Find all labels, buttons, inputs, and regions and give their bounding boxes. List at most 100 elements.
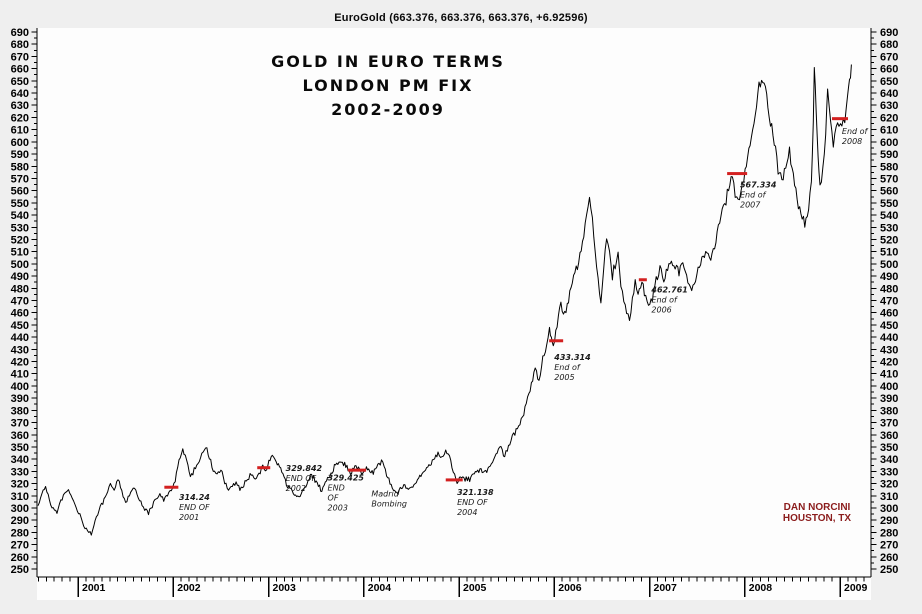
y-tick-label-left: 590 <box>11 149 29 161</box>
y-tick-label-left: 450 <box>11 320 29 332</box>
year-end-marker <box>257 466 271 470</box>
y-tick-label-left: 650 <box>11 76 29 88</box>
y-tick-label-right: 660 <box>880 64 898 76</box>
y-tick-label-left: 430 <box>11 344 29 356</box>
y-tick-label-left: 320 <box>11 479 29 491</box>
year-end-marker <box>445 478 463 482</box>
annotation-text-line: END OF <box>286 474 317 483</box>
y-tick-label-right: 580 <box>880 161 898 173</box>
annotation-text-line: Madrid <box>371 489 399 498</box>
annotation-text-line: End of <box>651 296 678 305</box>
chart-title-line-1: GOLD IN EURO TERMS <box>271 52 505 71</box>
y-tick-label-right: 410 <box>880 369 898 381</box>
y-tick-label-right: 440 <box>880 332 898 344</box>
y-tick-label-right: 560 <box>880 186 898 198</box>
y-tick-label-left: 310 <box>11 491 29 503</box>
y-tick-label-right: 290 <box>880 515 898 527</box>
y-tick-label-right: 590 <box>880 149 898 161</box>
annotation-text-line: 2002 <box>286 484 306 493</box>
plot-area <box>37 28 871 577</box>
y-tick-label-right: 350 <box>880 442 898 454</box>
y-tick-label-left: 360 <box>11 430 29 442</box>
y-tick-label-left: 580 <box>11 161 29 173</box>
y-tick-label-right: 510 <box>880 247 898 259</box>
y-tick-label-right: 490 <box>880 271 898 283</box>
annotation-text-line: END OF <box>457 498 488 507</box>
y-tick-label-left: 410 <box>11 369 29 381</box>
y-tick-label-left: 560 <box>11 186 29 198</box>
year-end-marker <box>832 117 848 121</box>
y-tick-label-right: 270 <box>880 540 898 552</box>
y-tick-label-left: 530 <box>11 222 29 234</box>
y-tick-label-left: 400 <box>11 381 29 393</box>
y-tick-label-left: 620 <box>11 112 29 124</box>
y-tick-label-left: 460 <box>11 308 29 320</box>
y-tick-label-left: 630 <box>11 100 29 112</box>
y-tick-label-right: 300 <box>880 503 898 515</box>
y-tick-label-left: 570 <box>11 173 29 185</box>
y-tick-label-left: 520 <box>11 234 29 246</box>
y-tick-label-right: 540 <box>880 210 898 222</box>
y-tick-label-left: 340 <box>11 454 29 466</box>
y-tick-label-right: 260 <box>880 552 898 564</box>
y-tick-label-right: 250 <box>880 564 898 576</box>
annotation-text-line: 567.334 <box>740 181 777 190</box>
y-tick-label-left: 600 <box>11 137 29 149</box>
annotation-text-line: OF <box>328 494 339 503</box>
y-tick-label-left: 370 <box>11 418 29 430</box>
y-tick-label-right: 620 <box>880 112 898 124</box>
chart-title-line-2: LONDON PM FIX <box>302 76 474 95</box>
x-tick-label-year: 2008 <box>749 582 773 594</box>
y-tick-label-right: 680 <box>880 39 898 51</box>
annotation-text-line: End of <box>842 127 869 136</box>
y-tick-label-left: 510 <box>11 247 29 259</box>
y-tick-label-left: 550 <box>11 198 29 210</box>
x-tick-label-year: 2004 <box>368 582 392 594</box>
annotation-text-line: 314.24 <box>179 493 210 502</box>
y-tick-label-left: 300 <box>11 503 29 515</box>
y-tick-label-right: 530 <box>880 222 898 234</box>
y-tick-label-right: 610 <box>880 125 898 137</box>
y-tick-label-left: 250 <box>11 564 29 576</box>
y-tick-label-right: 370 <box>880 418 898 430</box>
y-tick-label-left: 380 <box>11 405 29 417</box>
y-tick-label-right: 480 <box>880 283 898 295</box>
x-axis-strip <box>37 577 871 600</box>
annotation-text-line: 2004 <box>457 508 477 517</box>
annotation-text-line: END OF <box>179 503 210 512</box>
y-tick-label-right: 640 <box>880 88 898 100</box>
annotation-text-line: 433.314 <box>553 353 591 362</box>
y-tick-label-right: 330 <box>880 466 898 478</box>
x-tick-label-year: 2007 <box>654 582 678 594</box>
year-end-marker <box>348 468 367 472</box>
y-tick-label-left: 610 <box>11 125 29 137</box>
axis-frame <box>36 28 872 578</box>
year-end-marker <box>727 172 748 176</box>
annotation-text-line: End of <box>740 191 767 200</box>
y-tick-label-right: 500 <box>880 259 898 271</box>
y-tick-label-right: 400 <box>880 381 898 393</box>
annotation-text-line: 2008 <box>842 137 862 146</box>
y-tick-label-right: 340 <box>880 454 898 466</box>
annotation-text-line: 321.138 <box>457 488 494 497</box>
author-name: DAN NORCINI <box>783 502 851 513</box>
y-tick-label-right: 690 <box>880 27 898 39</box>
chart-title-line-3: 2002-2009 <box>331 100 445 119</box>
y-tick-label-left: 390 <box>11 393 29 405</box>
annotation-text-line: 462.761 <box>650 286 687 295</box>
annotation-text-line: End of <box>554 363 581 372</box>
y-tick-label-right: 320 <box>880 479 898 491</box>
annotation-text-line: 2007 <box>740 201 761 210</box>
y-tick-label-left: 690 <box>11 27 29 39</box>
y-tick-label-right: 550 <box>880 198 898 210</box>
y-tick-label-left: 270 <box>11 540 29 552</box>
annotation-text-line: 2003 <box>328 504 348 513</box>
